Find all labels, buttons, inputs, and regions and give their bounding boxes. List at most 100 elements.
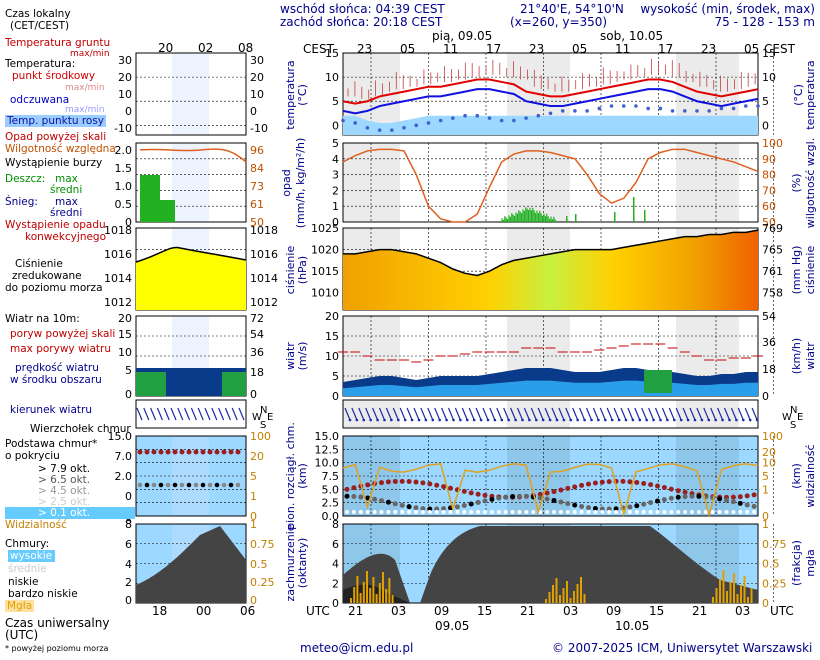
cloud-top-dot <box>661 485 667 491</box>
cl-tick-left: 2 <box>332 577 339 590</box>
mini-hum-tick: 96 <box>250 144 264 157</box>
mini-cloud-base <box>200 482 206 488</box>
cloud-low-dot <box>552 510 556 514</box>
press-tick-left: 1025 <box>311 222 339 235</box>
rain-label: Deszcz: <box>5 173 46 185</box>
mini-cloud-base <box>172 482 178 488</box>
rain-bar <box>537 213 539 222</box>
wind-arrow <box>530 407 537 421</box>
cloud-low-dot <box>469 510 474 514</box>
wind-arrow <box>675 407 682 421</box>
cloud-base-dot <box>544 496 550 502</box>
cloud-top-dot <box>351 485 357 491</box>
wind-arrow <box>606 407 613 421</box>
wind-arrow <box>682 407 689 421</box>
cloud-base-dot <box>413 505 419 511</box>
cl-axis-unit: (oktanty) <box>296 538 309 589</box>
cloud-low-dot <box>345 510 349 514</box>
press-axis-unit-r: (mm Hg) <box>790 246 803 295</box>
pressure-line <box>343 229 759 277</box>
wind-arrow <box>475 407 482 421</box>
wind-arrow <box>710 407 717 421</box>
cl-tick-right: 0.75 <box>762 538 787 551</box>
cl-tick-right: 0 <box>762 597 769 610</box>
sunrise-text: wschód słońca: 04:39 CEST <box>280 2 445 16</box>
wind-arrow <box>441 407 448 421</box>
cloud-base-dot <box>392 501 398 507</box>
mini-cb-tick: 7.0 <box>115 450 133 463</box>
dew-point <box>731 106 736 111</box>
wind-arrow-head <box>376 418 379 422</box>
dew-point <box>609 104 614 108</box>
wind-axis-unit-r: (km/h) <box>790 338 803 374</box>
mini-press-tick: 1012 <box>104 296 132 309</box>
wind-arrow <box>579 407 586 421</box>
email-link[interactable]: meteo@icm.edu.pl <box>300 641 414 655</box>
utc-tick: 15 <box>477 604 492 618</box>
cloud-base-dot <box>461 503 467 509</box>
precip-tick-right: 60 <box>762 200 776 213</box>
cloud-base-dot <box>489 496 495 502</box>
height-values: 75 - 128 - 153 m <box>714 15 816 29</box>
dew-point <box>365 125 370 130</box>
precip-panel-night <box>676 143 739 222</box>
temp-ground-fill <box>343 115 758 135</box>
wind-arrow-head <box>355 418 359 422</box>
cloud-top-dot <box>627 479 633 485</box>
wind-arrow <box>351 407 358 421</box>
mini-vis-tick: 100 <box>250 430 271 443</box>
cloud-top-dot <box>420 480 426 486</box>
temp-axis-title: temperatura <box>284 60 297 129</box>
wind-arrow-head <box>576 418 579 422</box>
cloud-low-dot <box>400 510 405 514</box>
wind-arrow-head <box>548 418 552 422</box>
cest-tick: 05 <box>400 42 415 56</box>
wind-arrow <box>372 407 379 421</box>
cloud-base-dot <box>592 505 598 511</box>
cl-tick-right: 0.5 <box>762 558 780 571</box>
wind-arrow-head <box>466 418 469 422</box>
cloud-top-dot <box>551 489 557 495</box>
wind-arrow-head <box>348 418 352 422</box>
wind-arrow <box>558 407 565 421</box>
fog-bar <box>722 570 725 603</box>
precip-panel-mini-frame <box>135 142 247 223</box>
cloud-low-dot <box>648 510 653 514</box>
cloud-base-dot <box>565 501 571 507</box>
cloud-low-dot <box>710 510 715 514</box>
cest-right: CEST <box>764 42 796 56</box>
temp-panel-mini-night <box>172 53 209 135</box>
dew-point <box>341 118 345 123</box>
utc-tick: 09 <box>434 604 449 618</box>
cloud-low-dot <box>448 510 453 514</box>
mini-cest-tick: 20 <box>158 41 173 55</box>
press-tick-left: 1010 <box>311 287 339 300</box>
dew-point <box>487 116 492 120</box>
rain-bar <box>542 216 544 222</box>
cb-tick-left: 10.0 <box>315 457 340 470</box>
temp-panel-mini-frame <box>135 52 247 136</box>
wind-arrow-head <box>742 418 745 422</box>
wind-arrow-head <box>500 418 504 422</box>
cloud-top-dot <box>675 488 681 494</box>
cest-tick: 23 <box>357 42 372 56</box>
precip-panel-night <box>343 143 400 222</box>
cloud-low-dot <box>593 510 598 514</box>
dew-point <box>475 113 480 118</box>
mini-cl-tick: 8 <box>125 518 132 531</box>
cest-tick: 11 <box>615 42 630 56</box>
cloud-low-dot <box>489 510 494 514</box>
cloud-low-dot <box>420 510 425 514</box>
press-label-2: zredukowane <box>12 270 82 282</box>
mini-press-tick-r: 1014 <box>250 272 278 285</box>
dew-point <box>743 104 748 108</box>
cloud-low-dot <box>572 510 577 514</box>
cloud-base-dot <box>468 501 474 507</box>
cloud-low-dot <box>407 510 412 514</box>
compass-e: E <box>797 412 803 423</box>
rain-bar <box>519 211 521 222</box>
precip-tick-right: 100 <box>762 137 783 150</box>
cloud-low-dot <box>669 510 674 514</box>
mini-cloud-base <box>193 482 199 488</box>
wind-arrow-head <box>590 418 593 422</box>
